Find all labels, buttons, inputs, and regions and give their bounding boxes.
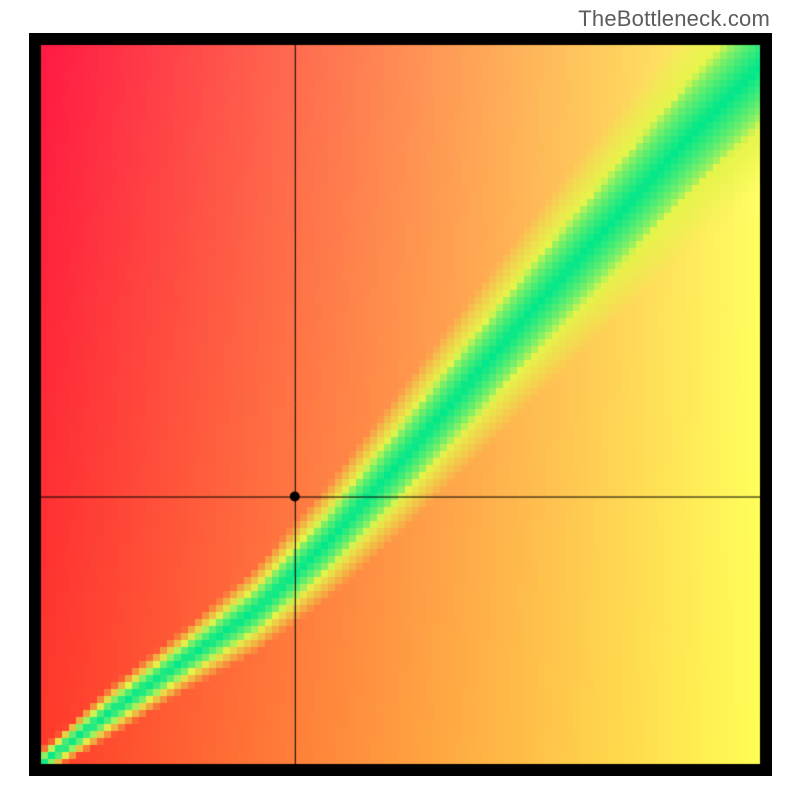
chart-container: TheBottleneck.com [0,0,800,800]
watermark-text: TheBottleneck.com [578,6,770,32]
bottleneck-heatmap [29,33,772,776]
